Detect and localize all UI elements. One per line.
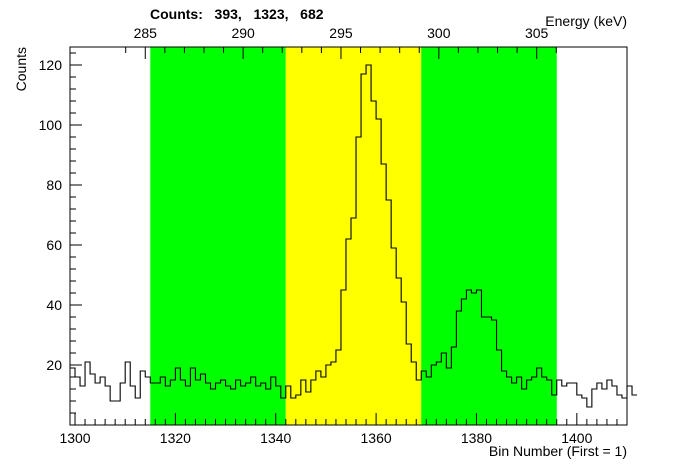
- y-tick-label-120: 120: [39, 57, 63, 73]
- y-tick-label-20: 20: [46, 357, 62, 373]
- x-axis-title: Bin Number (First = 1): [489, 443, 627, 459]
- energy-tick-label-295: 295: [329, 25, 353, 41]
- count-region-3: [421, 47, 557, 425]
- y-tick-label-100: 100: [39, 117, 63, 133]
- count-region-1: [150, 47, 286, 425]
- x-tick-label-1360: 1360: [361, 430, 392, 446]
- y-axis-title: Counts: [13, 47, 29, 91]
- y-tick-label-80: 80: [46, 177, 62, 193]
- energy-axis-title: Energy (keV): [545, 13, 627, 29]
- energy-tick-label-300: 300: [427, 25, 451, 41]
- x-tick-label-1380: 1380: [461, 430, 492, 446]
- energy-tick-label-285: 285: [134, 25, 158, 41]
- y-axis-ticks: 20 40 60 80 100 120: [39, 52, 82, 414]
- count-regions: [150, 47, 557, 425]
- y-tick-label-40: 40: [46, 297, 62, 313]
- counts-summary: Counts: 393, 1323, 682: [150, 6, 324, 22]
- x-tick-label-1320: 1320: [160, 430, 191, 446]
- count-region-2: [285, 47, 422, 425]
- x-tick-label-1400: 1400: [561, 430, 592, 446]
- x-tick-label-1300: 1300: [59, 430, 90, 446]
- x-tick-label-1340: 1340: [260, 430, 291, 446]
- energy-axis-ticks: 285 290 295 300 305: [125, 25, 557, 59]
- energy-tick-label-290: 290: [231, 25, 255, 41]
- x-axis-ticks: 1300 1320 1340 1360 1380 1400: [59, 413, 628, 446]
- energy-tick-label-305: 305: [525, 25, 549, 41]
- counts-histogram-line: [70, 64, 638, 408]
- plot-frame: [69, 46, 628, 426]
- y-tick-label-60: 60: [46, 237, 62, 253]
